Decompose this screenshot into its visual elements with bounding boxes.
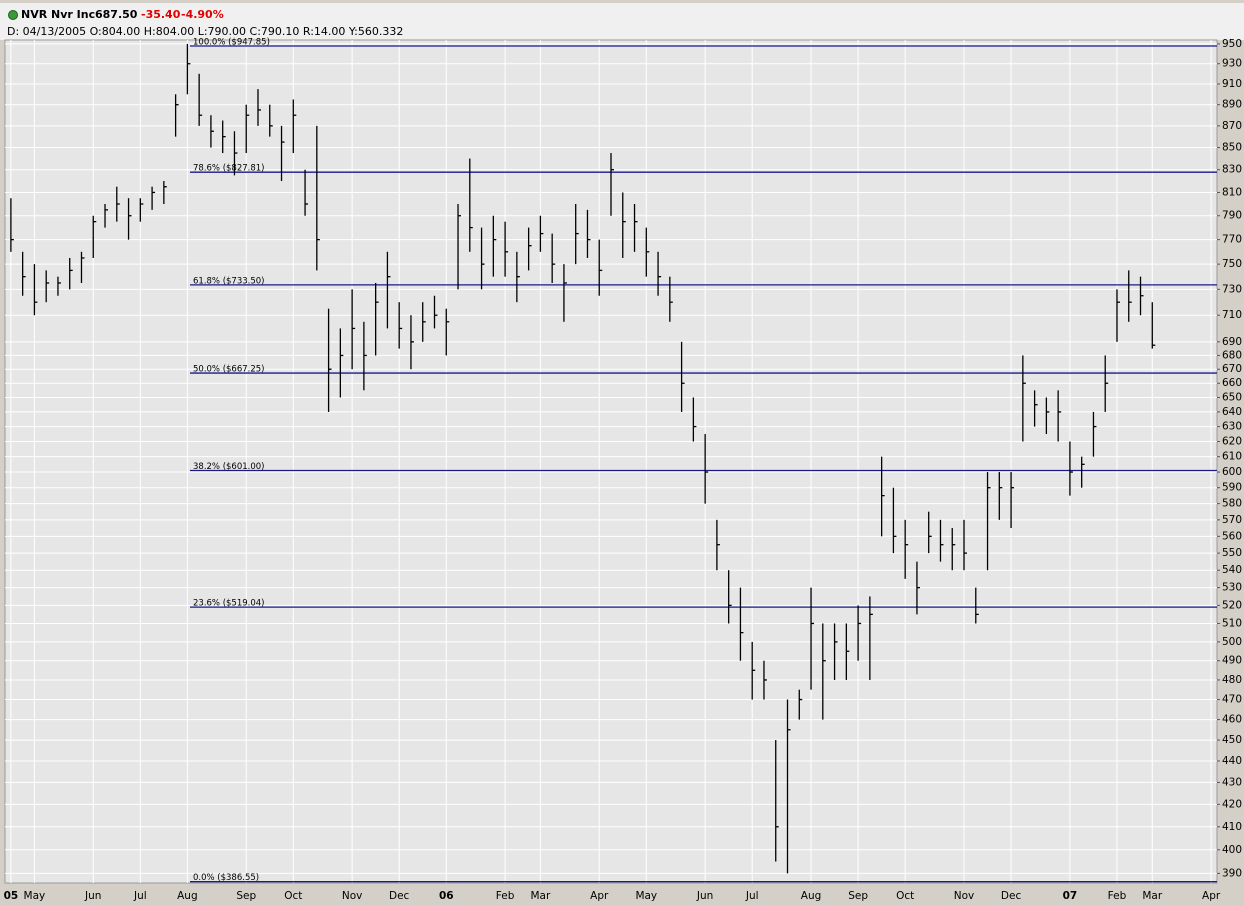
y-tick-label: 810 (1222, 186, 1242, 198)
x-tick-label: Oct (896, 890, 914, 902)
y-tick-label: 600 (1222, 466, 1242, 478)
x-tick-label: 05 (4, 890, 19, 902)
x-tick-label: 06 (439, 890, 454, 902)
change: -35.40 (141, 8, 181, 21)
y-tick-label: 480 (1222, 674, 1242, 686)
y-tick-label: 580 (1222, 498, 1242, 510)
y-tick-label: 410 (1222, 821, 1242, 833)
last-price: 687.50 (95, 8, 138, 21)
symbol: NVR Nvr Inc (21, 8, 95, 21)
y-tick-label: 910 (1222, 78, 1242, 90)
x-tick-label: Apr (590, 890, 609, 902)
y-tick-label: 630 (1222, 421, 1242, 433)
y-tick-label: 790 (1222, 210, 1242, 222)
x-tick-label: Mar (530, 890, 550, 902)
x-tick-label: Nov (342, 890, 363, 902)
x-tick-label: Apr (1202, 890, 1221, 902)
y-tick-label: 490 (1222, 655, 1242, 667)
y-tick-label: 450 (1222, 734, 1242, 746)
x-tick-label: May (635, 890, 657, 902)
x-tick-label: Nov (954, 890, 975, 902)
x-tick-label: Feb (1108, 890, 1127, 902)
y-tick-label: 830 (1222, 164, 1242, 176)
y-tick-label: 510 (1222, 617, 1242, 629)
y-tick-label: 710 (1222, 309, 1242, 321)
y-tick-label: 420 (1222, 798, 1242, 810)
y-tick-label: 400 (1222, 844, 1242, 856)
y-tick-label: 680 (1222, 349, 1242, 361)
y-tick-label: 590 (1222, 482, 1242, 494)
x-tick-label: May (24, 890, 46, 902)
y-tick-label: 870 (1222, 120, 1242, 132)
y-tick-label: 850 (1222, 142, 1242, 154)
y-tick-label: 550 (1222, 547, 1242, 559)
y-tick-label: 650 (1222, 391, 1242, 403)
y-tick-label: 570 (1222, 514, 1242, 526)
y-tick-label: 950 (1222, 38, 1242, 50)
fib-label: 0.0% ($386.55) (193, 873, 259, 883)
x-tick-label: Aug (177, 890, 198, 902)
y-tick-label: 930 (1222, 58, 1242, 70)
y-tick-label: 500 (1222, 636, 1242, 648)
fib-label: 38.2% ($601.00) (193, 462, 265, 472)
x-tick-label: Jun (696, 890, 713, 902)
bar-info: D: 04/13/2005 O:804.00 H:804.00 L:790.00… (7, 25, 403, 38)
header-bar (0, 3, 1244, 40)
x-tick-label: Dec (1001, 890, 1022, 902)
x-tick-label: 07 (1063, 890, 1078, 902)
y-tick-label: 730 (1222, 283, 1242, 295)
x-tick-label: Sep (848, 890, 868, 902)
x-tick-label: Dec (389, 890, 410, 902)
y-tick-label: 460 (1222, 714, 1242, 726)
y-tick-label: 620 (1222, 435, 1242, 447)
fib-label: 78.6% ($827.81) (193, 164, 265, 174)
x-tick-label: Feb (496, 890, 515, 902)
y-tick-label: 750 (1222, 258, 1242, 270)
y-tick-label: 640 (1222, 406, 1242, 418)
status-icon (8, 10, 18, 20)
x-tick-label: Aug (801, 890, 822, 902)
y-tick-label: 890 (1222, 99, 1242, 111)
fib-label: 23.6% ($519.04) (193, 599, 265, 609)
fib-label: 61.8% ($733.50) (193, 276, 265, 286)
x-tick-label: Oct (284, 890, 302, 902)
change-pct: -4.90% (181, 8, 224, 21)
y-tick-label: 670 (1222, 363, 1242, 375)
y-tick-label: 520 (1222, 599, 1242, 611)
y-tick-label: 470 (1222, 694, 1242, 706)
x-tick-label: Mar (1142, 890, 1162, 902)
x-tick-label: Jul (133, 890, 147, 902)
y-tick-label: 690 (1222, 336, 1242, 348)
y-tick-label: 610 (1222, 451, 1242, 463)
x-tick-label: Sep (236, 890, 256, 902)
x-tick-label: Jul (745, 890, 759, 902)
y-tick-label: 440 (1222, 755, 1242, 767)
y-tick-label: 540 (1222, 564, 1242, 576)
y-tick-label: 390 (1222, 867, 1242, 879)
fib-label: 50.0% ($667.25) (193, 365, 265, 375)
y-tick-label: 430 (1222, 776, 1242, 788)
y-tick-label: 560 (1222, 530, 1242, 542)
fib-label: 100.0% ($947.85) (193, 38, 270, 48)
y-tick-label: 530 (1222, 582, 1242, 594)
y-tick-label: 660 (1222, 377, 1242, 389)
y-tick-label: 770 (1222, 234, 1242, 246)
x-tick-label: Jun (84, 890, 101, 902)
